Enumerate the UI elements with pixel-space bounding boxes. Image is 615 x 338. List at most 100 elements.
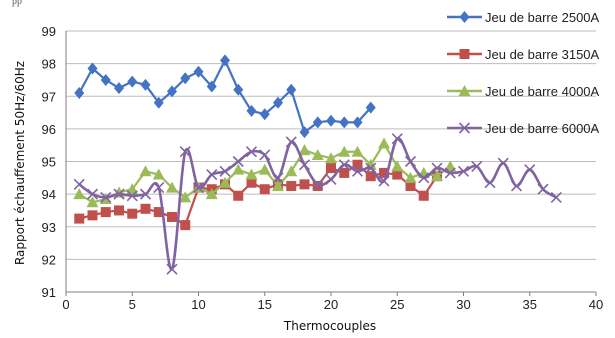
data-point xyxy=(351,165,364,177)
data-point xyxy=(179,191,192,203)
y-tick-label: 94 xyxy=(42,187,56,202)
marker-stroke xyxy=(192,182,205,194)
data-point xyxy=(418,190,429,201)
marker-stroke xyxy=(73,178,85,190)
data-point xyxy=(167,85,177,98)
data-point xyxy=(233,83,244,96)
data-point xyxy=(245,168,258,180)
marker-stroke xyxy=(245,146,258,158)
data-point xyxy=(471,160,483,172)
marker-stroke xyxy=(365,162,377,174)
data-point xyxy=(352,116,363,129)
marker-stroke xyxy=(219,165,231,177)
data-point xyxy=(325,152,337,164)
x-tick-label: 35 xyxy=(523,297,537,312)
data-point xyxy=(484,177,496,189)
marker-stroke xyxy=(325,173,337,186)
marker-stroke xyxy=(378,175,390,187)
series-4 xyxy=(73,133,562,275)
x-axis-title: Thermocouples xyxy=(283,319,376,333)
data-point xyxy=(113,188,125,200)
data-point xyxy=(73,178,85,190)
data-point xyxy=(74,86,85,99)
legend-marker xyxy=(458,85,471,96)
data-point xyxy=(258,163,271,175)
y-tick-label: 91 xyxy=(42,285,56,300)
data-point xyxy=(219,165,231,177)
data-point xyxy=(431,162,443,174)
data-point xyxy=(153,207,164,218)
data-point xyxy=(232,163,245,175)
gridlines xyxy=(66,30,596,260)
marker-stroke xyxy=(312,178,324,190)
data-point xyxy=(286,83,297,96)
marker-stroke xyxy=(418,172,430,184)
legend-label: Jeu de barre 6000A xyxy=(485,121,600,136)
marker-stroke xyxy=(285,136,297,148)
data-point xyxy=(352,159,363,170)
marker-stroke xyxy=(206,168,218,181)
data-point xyxy=(431,170,443,182)
data-point xyxy=(259,184,270,195)
marker-stroke xyxy=(458,122,471,134)
data-point xyxy=(392,169,403,180)
data-point xyxy=(365,162,377,174)
y-axis-title: Rapport échauffement 50Hz/60Hz xyxy=(13,61,27,265)
data-point xyxy=(126,190,138,202)
data-point xyxy=(299,179,310,190)
legend-marker xyxy=(459,11,470,23)
y-tick-label: 96 xyxy=(42,122,56,137)
data-point xyxy=(193,65,204,78)
marker-stroke xyxy=(338,159,350,171)
data-point xyxy=(365,101,376,114)
marker-stroke xyxy=(166,263,178,275)
data-point xyxy=(404,155,417,168)
data-point xyxy=(378,175,390,187)
data-point xyxy=(180,220,191,231)
x-tick-label: 40 xyxy=(589,297,603,312)
legend-marker xyxy=(458,122,471,134)
data-point xyxy=(127,75,138,88)
data-point xyxy=(326,114,336,127)
data-point xyxy=(311,148,324,160)
marker-stroke xyxy=(537,183,549,195)
data-point xyxy=(87,210,98,221)
x-tick-label: 25 xyxy=(390,297,404,312)
data-point xyxy=(365,171,376,182)
data-point xyxy=(179,146,191,158)
marker-stroke xyxy=(550,191,562,203)
data-point xyxy=(444,160,457,172)
marker-stroke xyxy=(259,149,271,161)
legend-marker xyxy=(459,49,470,59)
data-point xyxy=(379,167,389,178)
data-point xyxy=(378,137,390,149)
data-point xyxy=(180,72,191,85)
data-point xyxy=(339,116,350,129)
data-point xyxy=(524,164,536,176)
data-point xyxy=(312,116,323,129)
data-point xyxy=(100,191,112,203)
data-point xyxy=(86,196,99,208)
axes xyxy=(65,31,597,296)
marker-stroke xyxy=(153,182,165,194)
data-point xyxy=(298,144,311,156)
data-point xyxy=(510,180,523,192)
data-point xyxy=(74,213,85,224)
data-point xyxy=(405,180,416,191)
y-tick-labels: 91 92 93 94 95 96 97 98 99 xyxy=(42,24,56,300)
legend-label: Jeu de barre 2500A xyxy=(485,10,600,25)
data-point xyxy=(245,146,258,158)
series-1 xyxy=(74,54,376,139)
data-point xyxy=(100,73,111,86)
marker-stroke xyxy=(497,157,509,169)
marker-stroke xyxy=(86,188,99,200)
data-point xyxy=(457,165,470,177)
marker-stroke xyxy=(139,188,152,200)
data-point xyxy=(219,176,231,188)
data-point xyxy=(153,182,165,194)
x-tick-label: 0 xyxy=(62,297,69,312)
x-tick-label: 20 xyxy=(324,297,338,312)
marker-stroke xyxy=(351,165,364,177)
data-point xyxy=(404,171,417,183)
